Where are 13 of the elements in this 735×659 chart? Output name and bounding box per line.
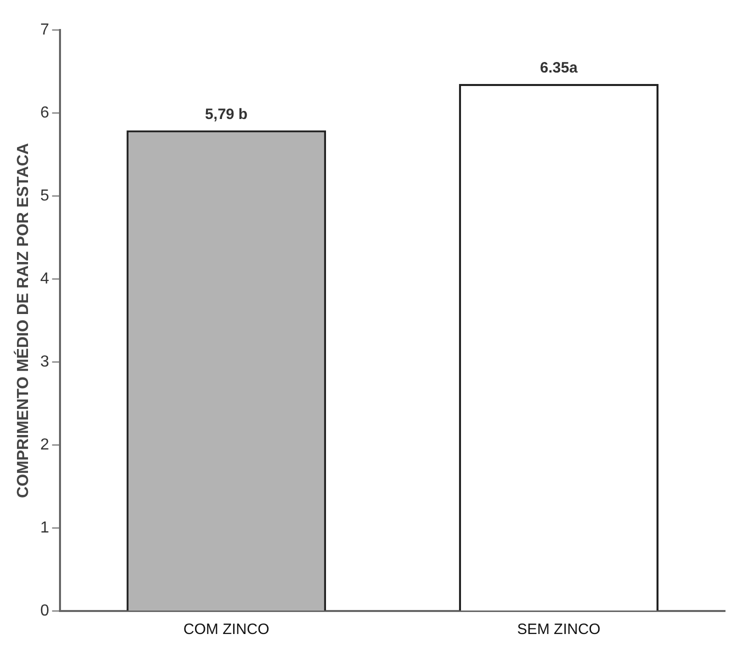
y-tick-label: 3 (40, 353, 50, 370)
y-tick-label: 7 (40, 21, 50, 38)
x-tick-label: COM ZINCO (183, 621, 270, 638)
y-tick-label: 4 (40, 270, 50, 288)
data-label: 6.35a (540, 60, 578, 77)
y-tick-label: 0 (40, 602, 50, 620)
y-tick-label: 5 (40, 187, 50, 204)
data-label: 5,79 b (205, 106, 248, 124)
x-tick-label: SEM ZINCO (517, 621, 600, 638)
y-axis-title: COMPRIMENTO MÉDIO DE RAIZ POR ESTACA (13, 142, 32, 498)
y-tick-label: 1 (40, 519, 50, 536)
y-tick-label: 6 (40, 104, 50, 122)
y-tick-label: 2 (40, 436, 50, 454)
